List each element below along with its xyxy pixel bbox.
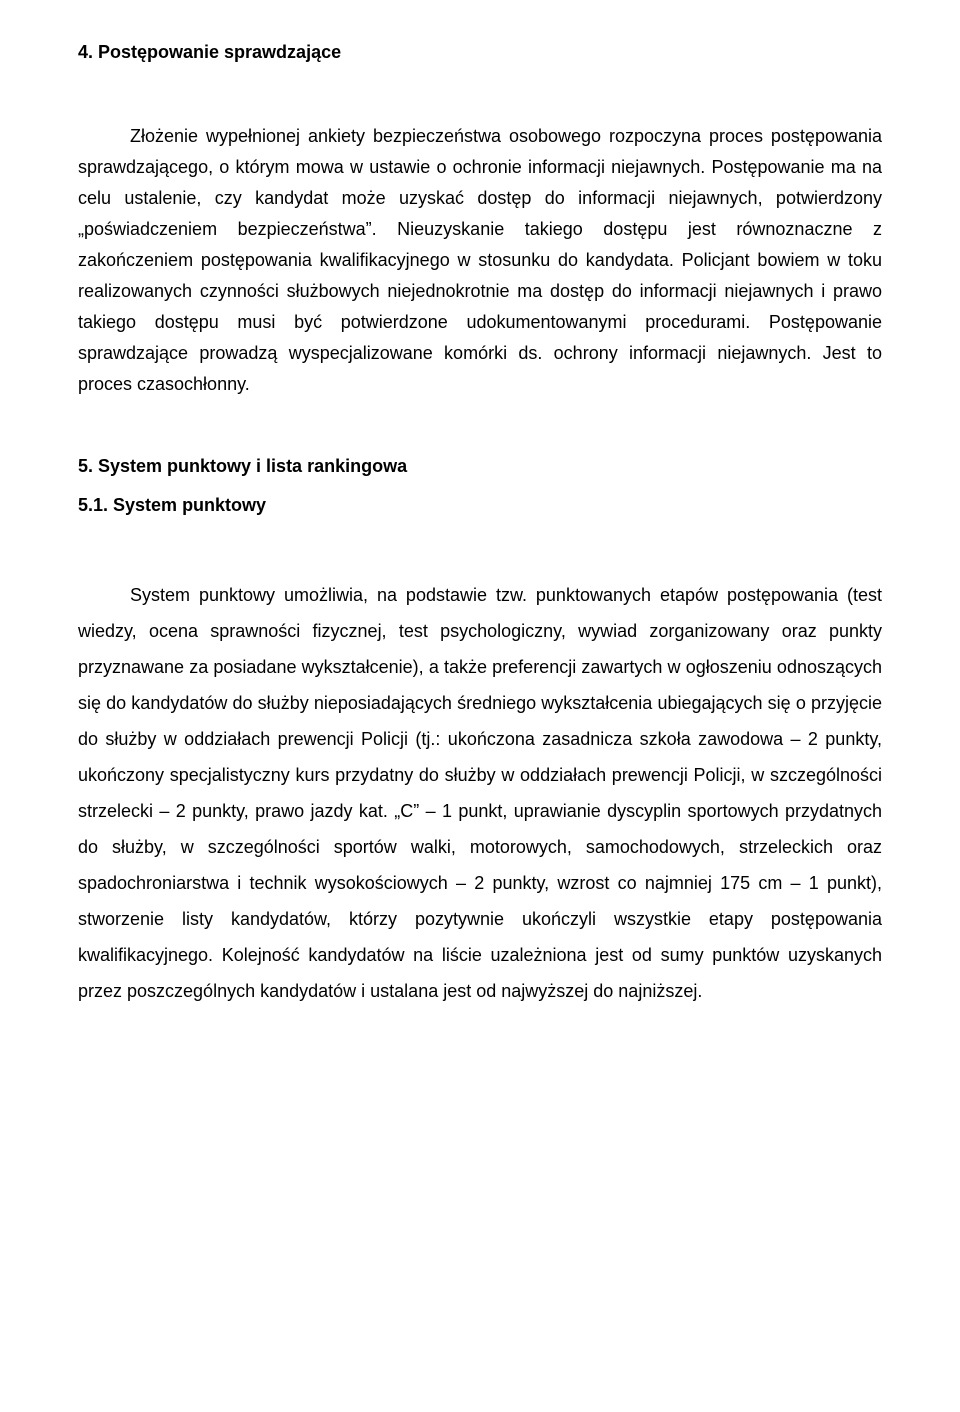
section-5-heading: 5. System punktowy i lista rankingowa <box>78 452 882 481</box>
section-5-1-subheading: 5.1. System punktowy <box>78 491 882 520</box>
section-5-1-paragraph: System punktowy umożliwia, na podstawie … <box>78 577 882 1009</box>
section-4-heading: 4. Postępowanie sprawdzające <box>78 40 882 65</box>
document-page: 4. Postępowanie sprawdzające Złożenie wy… <box>0 0 960 1412</box>
section-4-paragraph: Złożenie wypełnionej ankiety bezpieczeńs… <box>78 121 882 400</box>
